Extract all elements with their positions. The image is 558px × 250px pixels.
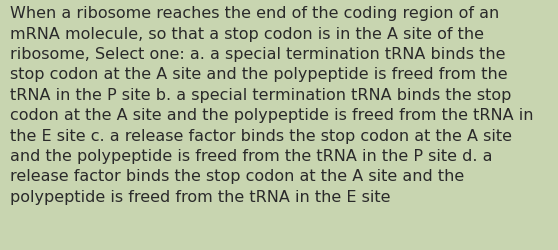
Text: When a ribosome reaches the end of the coding region of an
mRNA molecule, so tha: When a ribosome reaches the end of the c… [10,6,533,204]
